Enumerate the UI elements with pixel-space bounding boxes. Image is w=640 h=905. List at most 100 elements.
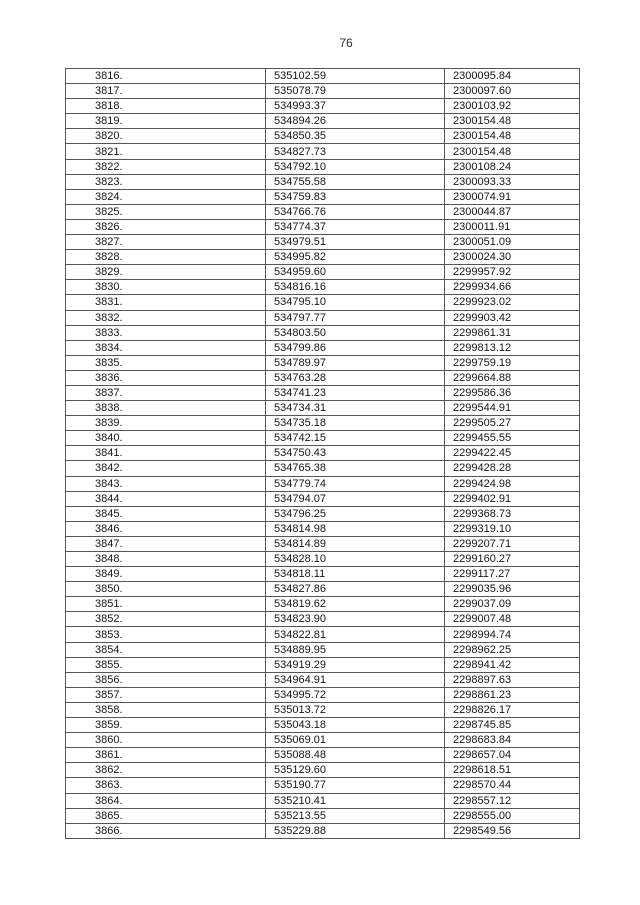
table-row: 3817. 535078.79 2300097.60 xyxy=(65,83,580,100)
table-row: 3841. 534750.43 2299422.45 xyxy=(65,445,580,462)
value1-cell: 534795.10 xyxy=(265,294,445,311)
table-row: 3866. 535229.88 2298549.56 xyxy=(65,822,580,839)
table-row: 3862. 535129.60 2298618.51 xyxy=(65,762,580,779)
table-row: 3830. 534816.16 2299934.66 xyxy=(65,279,580,296)
point-number-cell: 3828. xyxy=(65,249,266,266)
value1-cell: 534827.73 xyxy=(265,143,445,160)
table-row: 3835. 534789.97 2299759.19 xyxy=(65,354,580,371)
value1-cell: 535102.59 xyxy=(265,67,445,85)
value1-cell: 534964.91 xyxy=(265,671,445,688)
value1-cell: 534819.62 xyxy=(265,596,445,613)
table-row: 3818. 534993.37 2300103.92 xyxy=(65,98,580,115)
point-number-cell: 3855. xyxy=(65,656,266,673)
point-number-cell: 3842. xyxy=(65,460,266,477)
point-number-cell: 3821. xyxy=(65,143,266,160)
table-row: 3823. 534755.58 2300093.33 xyxy=(65,173,580,190)
value2-cell: 2299586.36 xyxy=(444,384,580,402)
value2-cell: 2299037.09 xyxy=(444,596,580,613)
table-row: 3839. 534735.18 2299505.27 xyxy=(65,415,580,432)
value2-cell: 2299424.98 xyxy=(444,475,580,492)
point-number-cell: 3838. xyxy=(65,400,266,417)
point-number-cell: 3849. xyxy=(65,566,266,583)
point-number-cell: 3837. xyxy=(65,384,266,402)
table-row: 3820. 534850.35 2300154.48 xyxy=(65,128,580,145)
value2-cell: 2299319.10 xyxy=(444,520,580,537)
value2-cell: 2300044.87 xyxy=(444,203,580,220)
value1-cell: 534755.58 xyxy=(265,173,445,190)
value1-cell: 535129.60 xyxy=(265,762,445,779)
table-row: 3845. 534796.25 2299368.73 xyxy=(65,505,580,522)
table-row: 3831. 534795.10 2299923.02 xyxy=(65,294,580,311)
value1-cell: 534759.83 xyxy=(265,188,445,205)
table-row: 3837. 534741.23 2299586.36 xyxy=(65,384,580,402)
point-number-cell: 3833. xyxy=(65,324,266,341)
value1-cell: 534814.89 xyxy=(265,535,445,553)
value2-cell: 2299544.91 xyxy=(444,400,580,417)
point-number-cell: 3839. xyxy=(65,415,266,432)
table-row: 3834. 534799.86 2299813.12 xyxy=(65,339,580,356)
point-number-cell: 3851. xyxy=(65,596,266,613)
value1-cell: 534850.35 xyxy=(265,128,445,145)
table-row: 3846. 534814.98 2299319.10 xyxy=(65,520,580,537)
value1-cell: 535190.77 xyxy=(265,777,445,794)
value2-cell: 2299117.27 xyxy=(444,566,580,583)
value1-cell: 534827.86 xyxy=(265,581,445,598)
value1-cell: 535043.18 xyxy=(265,717,445,734)
value1-cell: 535013.72 xyxy=(265,701,445,719)
table-row: 3864. 535210.41 2298557.12 xyxy=(65,792,580,809)
value2-cell: 2299422.45 xyxy=(444,445,580,462)
point-number-cell: 3858. xyxy=(65,701,266,719)
point-number-cell: 3816. xyxy=(65,67,266,85)
point-number-cell: 3845. xyxy=(65,505,266,522)
value1-cell: 534814.98 xyxy=(265,520,445,537)
value1-cell: 534792.10 xyxy=(265,158,445,175)
point-number-cell: 3856. xyxy=(65,671,266,688)
value2-cell: 2298555.00 xyxy=(444,807,580,824)
point-number-cell: 3853. xyxy=(65,626,266,643)
table-row: 3852. 534823.90 2299007.48 xyxy=(65,611,580,628)
table-row: 3861. 535088.48 2298657.04 xyxy=(65,747,580,764)
point-number-cell: 3829. xyxy=(65,264,266,281)
point-number-cell: 3840. xyxy=(65,430,266,447)
value1-cell: 534894.26 xyxy=(265,113,445,130)
table-row: 3844. 534794.07 2299402.91 xyxy=(65,490,580,507)
value1-cell: 535078.79 xyxy=(265,83,445,100)
point-number-cell: 3819. xyxy=(65,113,266,130)
value1-cell: 534818.11 xyxy=(265,566,445,583)
value2-cell: 2298657.04 xyxy=(444,747,580,764)
point-number-cell: 3847. xyxy=(65,535,266,553)
table-row: 3848. 534828.10 2299160.27 xyxy=(65,550,580,568)
value1-cell: 534765.38 xyxy=(265,460,445,477)
table-row: 3842. 534765.38 2299428.28 xyxy=(65,460,580,477)
table-row: 3819. 534894.26 2300154.48 xyxy=(65,113,580,130)
table-row: 3849. 534818.11 2299117.27 xyxy=(65,566,580,583)
value1-cell: 534796.25 xyxy=(265,505,445,522)
value2-cell: 2299664.88 xyxy=(444,369,580,386)
value1-cell: 534828.10 xyxy=(265,550,445,568)
value1-cell: 534741.23 xyxy=(265,384,445,402)
table-row: 3827. 534979.51 2300051.09 xyxy=(65,234,580,251)
table-row: 3855. 534919.29 2298941.42 xyxy=(65,656,580,673)
table-row: 3829. 534959.60 2299957.92 xyxy=(65,264,580,281)
value2-cell: 2299759.19 xyxy=(444,354,580,371)
table-row: 3854. 534889.95 2298962.25 xyxy=(65,641,580,658)
value2-cell: 2298570.44 xyxy=(444,777,580,794)
value2-cell: 2299957.92 xyxy=(444,264,580,281)
value2-cell: 2299368.73 xyxy=(444,505,580,522)
value2-cell: 2298618.51 xyxy=(444,762,580,779)
table-row: 3856. 534964.91 2298897.63 xyxy=(65,671,580,688)
table-row: 3832. 534797.77 2299903.42 xyxy=(65,309,580,326)
table-row: 3833. 534803.50 2299861.31 xyxy=(65,324,580,341)
value1-cell: 534742.15 xyxy=(265,430,445,447)
value2-cell: 2298557.12 xyxy=(444,792,580,809)
point-number-cell: 3832. xyxy=(65,309,266,326)
value2-cell: 2300093.33 xyxy=(444,173,580,190)
point-number-cell: 3860. xyxy=(65,732,266,749)
value2-cell: 2300024.30 xyxy=(444,249,580,266)
value2-cell: 2300051.09 xyxy=(444,234,580,251)
page-number: 76 xyxy=(339,36,353,50)
table-row: 3857. 534995.72 2298861.23 xyxy=(65,686,580,703)
point-number-cell: 3865. xyxy=(65,807,266,824)
point-number-cell: 3862. xyxy=(65,762,266,779)
